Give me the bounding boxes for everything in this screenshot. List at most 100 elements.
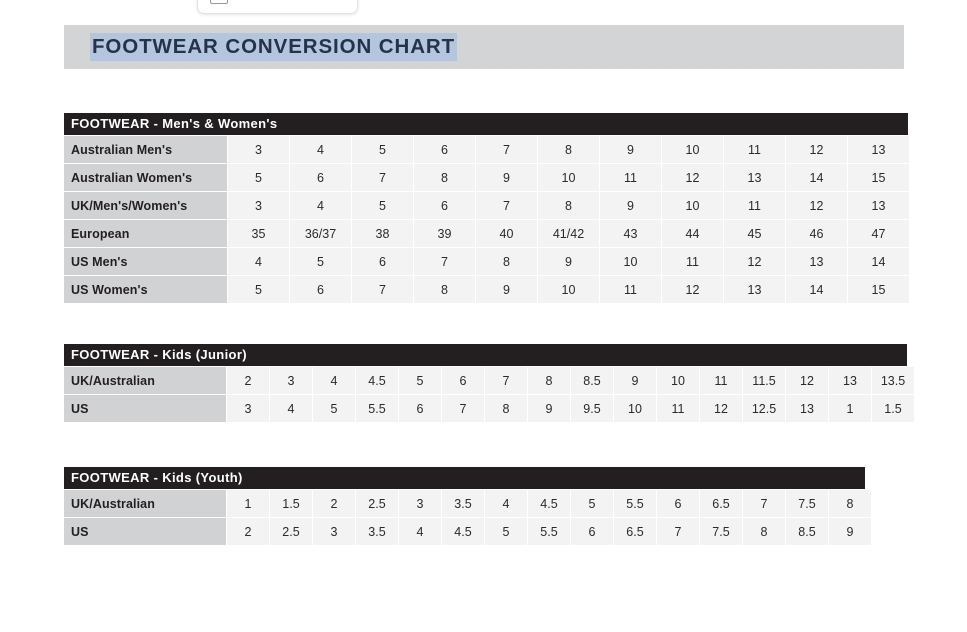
size-cell: 1	[227, 490, 269, 517]
size-cell: 8	[829, 490, 871, 517]
size-cell: 4	[290, 192, 351, 219]
size-cell: 5.5	[614, 490, 656, 517]
table-body-kids-youth: UK/Australian 1 1.5 2 2.5 3 3.5 4 4.5 5 5.5 6 6.5 7 7.…	[64, 490, 871, 545]
size-cell: 15	[848, 276, 909, 303]
size-cell: 5	[352, 136, 413, 163]
size-cell: 9	[528, 395, 570, 422]
size-cell: 1	[829, 395, 871, 422]
size-cell: 1.5	[872, 395, 914, 422]
conversion-table-mens-womens: Australian Men's 3 4 5 6 7 8 9 10 11 12 13 Australia…	[63, 135, 910, 304]
table-body-mens-womens: Australian Men's 3 4 5 6 7 8 9 10 11 12 13 Australia…	[64, 136, 909, 303]
size-cell: 6	[442, 367, 484, 394]
size-cell: 3	[399, 490, 441, 517]
size-cell: 6	[657, 490, 699, 517]
size-cell: 36/37	[290, 220, 351, 247]
size-cell: 10	[600, 248, 661, 275]
size-cell: 4	[290, 136, 351, 163]
size-cell: 13.5	[872, 367, 914, 394]
size-cell: 13	[829, 367, 871, 394]
size-cell: 14	[786, 164, 847, 191]
table-row: US Women's 5 6 7 8 9 10 11 12 13 14 15	[64, 276, 909, 303]
table-row: European 35 36/37 38 39 40 41/42 43 44 45 46 47	[64, 220, 909, 247]
size-cell: 6.5	[700, 490, 742, 517]
size-cell: 11.5	[743, 367, 785, 394]
size-cell: 7	[352, 276, 413, 303]
row-label: US Men's	[64, 248, 227, 275]
size-cell: 5	[399, 367, 441, 394]
size-cell: 4.5	[356, 367, 398, 394]
size-cell: 8	[476, 248, 537, 275]
size-cell: 46	[786, 220, 847, 247]
size-cell: 6	[571, 518, 613, 545]
size-cell: 11	[700, 367, 742, 394]
size-cell: 11	[662, 248, 723, 275]
size-cell: 7.5	[786, 490, 828, 517]
size-cell: 5	[313, 395, 355, 422]
row-label: Australian Women's	[64, 164, 227, 191]
size-cell: 7	[476, 136, 537, 163]
size-cell: 13	[848, 136, 909, 163]
size-cell: 10	[614, 395, 656, 422]
size-cell: 2.5	[356, 490, 398, 517]
size-cell: 7	[485, 367, 527, 394]
table-row: Australian Men's 3 4 5 6 7 8 9 10 11 12 13	[64, 136, 909, 163]
size-cell: 4.5	[442, 518, 484, 545]
size-cell: 6	[414, 192, 475, 219]
table-row: US 3 4 5 5.5 6 7 8 9 9.5 10 11 12 12.5 13 1 1.5	[64, 395, 914, 422]
size-cell: 15	[848, 164, 909, 191]
rectangle-outline-icon	[210, 0, 228, 4]
size-cell: 4	[485, 490, 527, 517]
size-cell: 7	[657, 518, 699, 545]
size-cell: 2	[227, 518, 269, 545]
size-cell: 8.5	[786, 518, 828, 545]
size-cell: 11	[657, 395, 699, 422]
row-label: US	[64, 395, 226, 422]
size-cell: 8	[414, 276, 475, 303]
size-cell: 6	[290, 164, 351, 191]
size-cell: 12	[786, 367, 828, 394]
size-cell: 47	[848, 220, 909, 247]
table-block-kids-youth: FOOTWEAR - Kids (Youth) UK/Australian 1 1.…	[63, 467, 872, 546]
size-cell: 13	[724, 164, 785, 191]
page-title-band: FOOTWEAR CONVERSION CHART	[64, 25, 904, 69]
size-cell: 38	[352, 220, 413, 247]
size-cell: 12	[662, 276, 723, 303]
size-cell: 11	[600, 276, 661, 303]
size-cell: 3	[228, 136, 289, 163]
size-cell: 3.5	[356, 518, 398, 545]
size-cell: 6	[399, 395, 441, 422]
size-cell: 39	[414, 220, 475, 247]
table-row: UK/Men's/Women's 3 4 5 6 7 8 9 10 11 12 13	[64, 192, 909, 219]
size-cell: 10	[538, 164, 599, 191]
row-label: UK/Australian	[64, 490, 226, 517]
size-cell: 11	[724, 192, 785, 219]
size-cell: 11	[600, 164, 661, 191]
size-cell: 5	[228, 276, 289, 303]
size-cell: 2	[227, 367, 269, 394]
size-cell: 8.5	[571, 367, 613, 394]
size-cell: 9.5	[571, 395, 613, 422]
table-block-mens-womens: FOOTWEAR - Men's & Women's Australian Me…	[63, 113, 910, 304]
size-cell: 2	[313, 490, 355, 517]
size-cell: 8	[528, 367, 570, 394]
size-cell: 12	[724, 248, 785, 275]
size-cell: 7	[442, 395, 484, 422]
size-cell: 40	[476, 220, 537, 247]
conversion-table-kids-youth: UK/Australian 1 1.5 2 2.5 3 3.5 4 4.5 5 5.5 6 6.5 7 7.…	[63, 489, 872, 546]
size-cell: 5.5	[528, 518, 570, 545]
table-body-kids-junior: UK/Australian 2 3 4 4.5 5 6 7 8 8.5 9 10 11 11.5 12 13 1…	[64, 367, 914, 422]
size-cell: 10	[538, 276, 599, 303]
size-cell: 5.5	[356, 395, 398, 422]
top-popup-card[interactable]	[197, 0, 358, 14]
size-cell: 8	[538, 136, 599, 163]
table-row: UK/Australian 2 3 4 4.5 5 6 7 8 8.5 9 10 11 11.5 12 13 1…	[64, 367, 914, 394]
size-cell: 12	[662, 164, 723, 191]
page-title: FOOTWEAR CONVERSION CHART	[90, 33, 458, 61]
size-cell: 14	[786, 276, 847, 303]
table-header-kids-junior: FOOTWEAR - Kids (Junior)	[64, 344, 907, 366]
size-cell: 13	[724, 276, 785, 303]
size-cell: 3	[313, 518, 355, 545]
table-row: US Men's 4 5 6 7 8 9 10 11 12 13 14	[64, 248, 909, 275]
size-cell: 4	[313, 367, 355, 394]
size-cell: 7	[414, 248, 475, 275]
